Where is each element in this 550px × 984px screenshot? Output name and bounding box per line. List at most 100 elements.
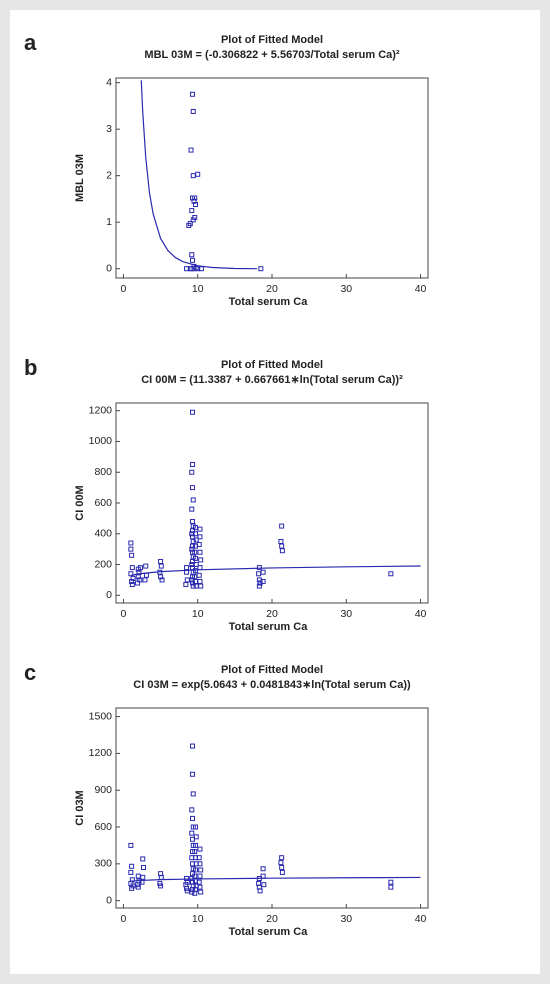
y-axis-label: MBL 03M [74,154,86,202]
data-point [192,842,198,848]
data-point [197,534,203,540]
data-point [193,562,199,568]
data-point [190,528,196,534]
data-point [260,578,266,584]
data-point [196,572,202,578]
x-tick-label: 10 [192,913,204,925]
data-point [135,574,141,580]
data-point [192,867,198,873]
data-point [258,266,264,272]
data-point [260,569,266,575]
y-tick-label: 600 [94,821,112,833]
data-point [158,883,164,889]
data-point [279,855,285,861]
x-tick-label: 0 [121,283,127,295]
data-point [190,543,196,549]
data-point [138,565,144,571]
data-point [183,582,189,588]
data-point [388,879,394,885]
data-point [191,198,197,204]
y-tick-label: 1200 [89,404,113,416]
data-point [197,884,203,890]
data-point [197,861,203,867]
data-point [388,884,394,890]
data-point [190,108,196,114]
data-point [279,523,285,529]
data-point [198,889,204,895]
y-axis-label: CI 03M [74,790,86,825]
data-point [196,855,202,861]
data-point [158,574,164,580]
data-point [190,815,196,821]
data-point [192,555,198,561]
y-tick-label: 0 [106,894,112,906]
data-point [129,885,135,891]
data-point [129,565,135,571]
data-point [128,869,134,875]
x-tick-label: 30 [340,913,352,925]
data-point [189,807,195,813]
data-point [192,531,198,537]
data-point [190,771,196,777]
data-point [190,497,196,503]
panel-letter: b [24,355,37,380]
data-point [140,865,146,871]
data-point [190,91,196,97]
data-point [190,558,196,564]
x-tick-label: 0 [121,608,127,620]
x-tick-label: 40 [415,608,427,620]
data-point [190,534,196,540]
data-point [192,549,198,555]
data-point [128,546,134,552]
x-axis-label: Total serum Ca [229,621,309,633]
fitted-curve [140,80,258,270]
data-point [188,147,194,153]
x-tick-label: 10 [192,283,204,295]
data-point [189,252,195,258]
data-point [279,865,285,871]
data-point [159,577,165,583]
data-point [192,568,198,574]
data-point [190,257,196,263]
data-point [192,824,198,830]
data-point [190,743,196,749]
data-point [279,543,285,549]
data-point [189,830,195,836]
data-point [197,526,203,532]
data-point [189,506,195,512]
x-tick-label: 20 [266,608,278,620]
y-tick-label: 1200 [89,747,113,759]
data-point [189,469,195,475]
y-tick-label: 1500 [89,710,113,722]
data-point [190,462,196,468]
data-point [196,542,202,548]
y-tick-label: 800 [94,466,112,478]
x-tick-label: 20 [266,283,278,295]
data-point [192,849,198,855]
data-point [260,866,266,872]
data-point [135,580,141,586]
data-point [278,538,284,544]
data-point [190,791,196,797]
data-point [128,571,134,577]
y-tick-label: 3 [106,123,112,135]
data-point [279,869,285,875]
data-point [189,546,195,552]
chart-subtitle: CI 03M = exp(5.0643 + 0.0481843∗ln(Total… [133,679,411,691]
chart-title: Plot of Fitted Model [221,34,323,46]
data-point [197,846,203,852]
data-point [189,266,195,272]
data-point [135,884,141,890]
data-point [197,578,203,584]
y-tick-label: 0 [106,589,112,601]
data-point [193,834,199,840]
data-point [198,867,204,873]
data-point [197,549,203,555]
data-point [186,222,192,228]
data-point [261,882,267,888]
data-point [278,860,284,866]
x-tick-label: 30 [340,283,352,295]
data-point [129,863,135,869]
x-tick-label: 10 [192,608,204,620]
data-point [128,540,134,546]
